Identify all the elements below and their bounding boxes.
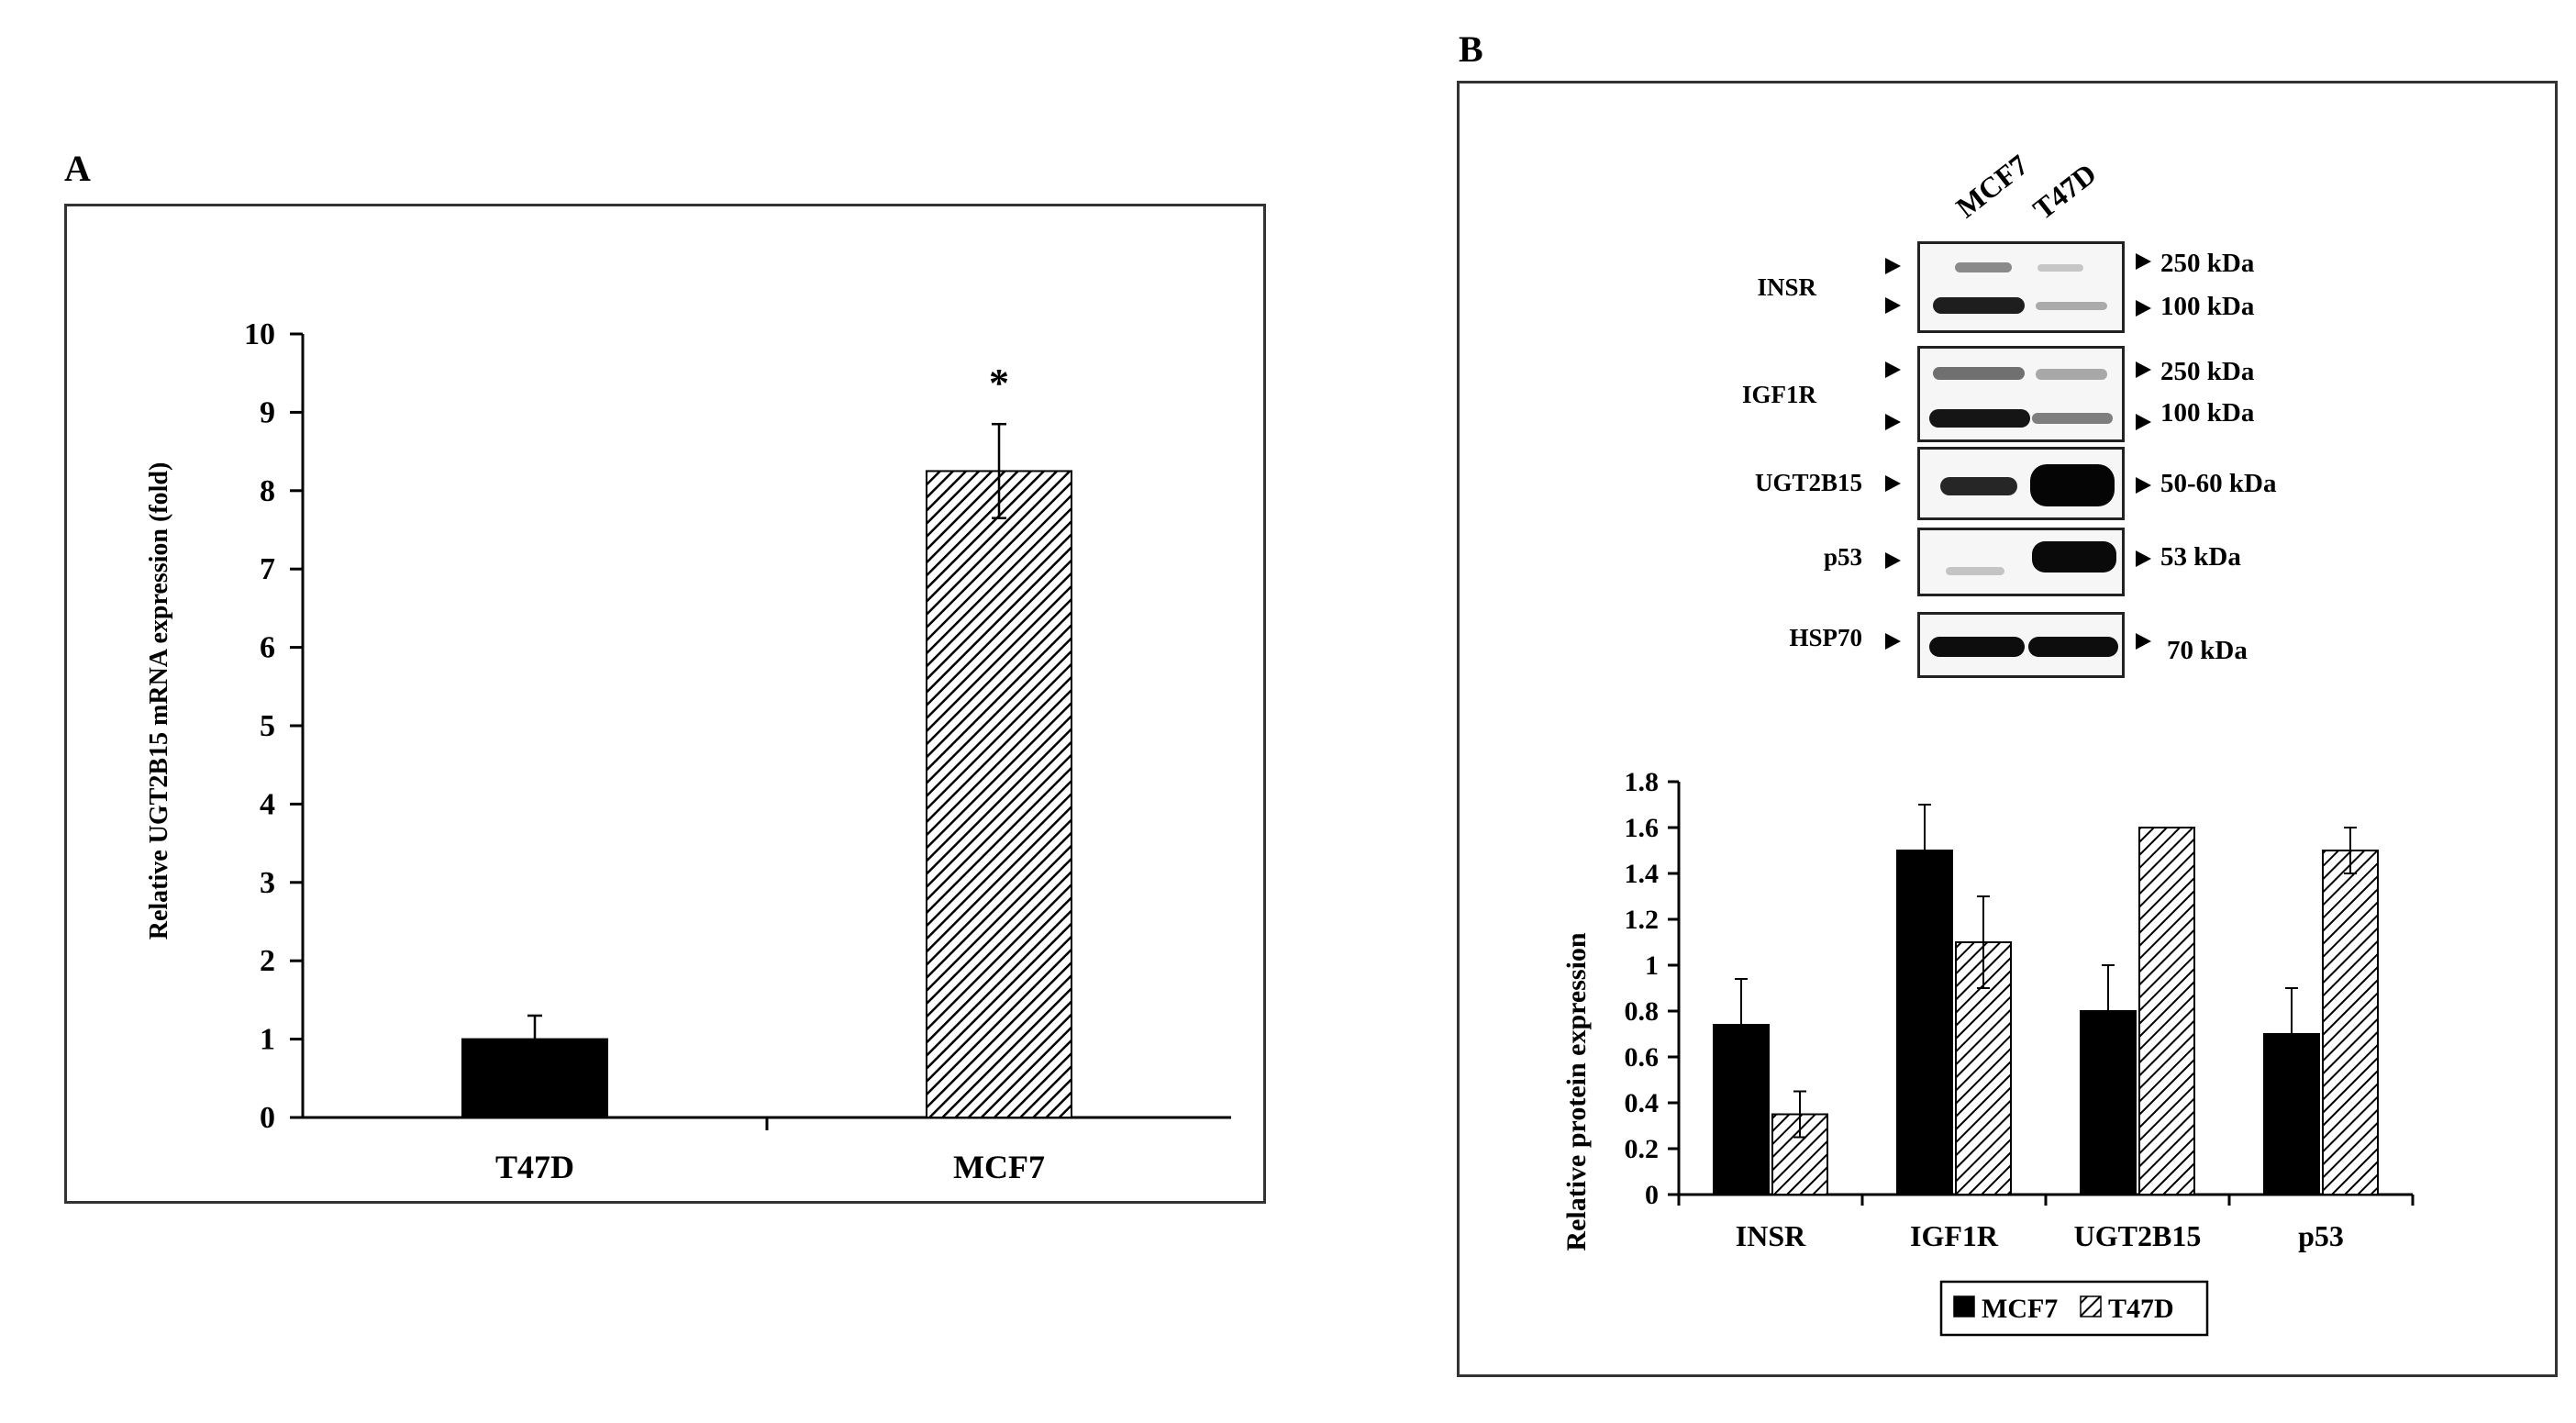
y-tick-label: 0.6 [1625,1042,1660,1073]
bar-t47d [461,1038,608,1118]
arrow-icon [1885,361,1901,378]
y-tick-label: 1.8 [1625,767,1660,797]
protein-expression-chart: Relative protein expression 0 0.2 0.4 0.6 0.… [1561,767,2415,1337]
arrow-icon [2136,253,2151,270]
y-tick-label: 0.2 [1625,1134,1660,1164]
y-tick-label: 0 [1645,1180,1659,1210]
legend-swatch-mcf7 [1953,1295,1975,1317]
arrow-icon [1885,552,1901,569]
wb-row-label-ugt2b15: UGT2B15 [1754,469,1862,496]
wb-row-label-igf1r: IGF1R [1742,381,1816,408]
marker-label: 70 kDa [2167,636,2248,665]
y-tick-label: 1 [1645,951,1659,981]
marker-label: 50-60 kDa [2160,469,2277,498]
wb-strip-ugt2b15 [1917,447,2125,520]
y-tick-label: 8 [260,474,275,508]
bar-mcf7-igf1r [1896,850,1953,1195]
bar-mcf7-insr [1713,1024,1770,1195]
wb-strip-hsp70 [1917,612,2125,678]
arrow-icon [1885,258,1901,274]
x-tick-label: T47D [495,1149,574,1185]
y-axis-label: Relative UGT2B15 mRNA expression (fold) [145,462,173,940]
wb-row-label-hsp70: HSP70 [1789,624,1862,651]
y-tick-label: 0.4 [1625,1088,1660,1118]
marker-label: 100 kDa [2160,292,2255,321]
wb-strip-igf1r [1917,346,2125,442]
y-tick-label: 3 [260,866,275,900]
legend-label-t47d: T47D [2108,1294,2174,1324]
marker-label: 53 kDa [2160,542,2241,572]
arrow-icon [2136,477,2151,494]
arrow-icon [1885,297,1901,314]
y-tick-label: 1 [260,1023,275,1057]
x-tick-label: MCF7 [953,1149,1045,1185]
marker-label: 250 kDa [2160,357,2255,386]
bar-t47d-p53 [2322,850,2379,1195]
y-tick-label: 1.6 [1625,813,1660,843]
y-tick-label: 1.4 [1625,859,1660,889]
arrow-icon [2136,633,2151,650]
significance-marker: * [989,361,1009,406]
arrow-icon [1885,475,1901,492]
y-tick-label: 0.8 [1625,996,1660,1027]
wb-row-label-p53: p53 [1823,543,1862,571]
y-tick-label: 7 [260,552,275,586]
marker-label: 100 kDa [2160,398,2255,428]
arrow-icon [1885,633,1901,650]
y-tick-label: 5 [260,709,275,743]
y-tick-label: 10 [244,317,275,351]
y-tick-label: 6 [260,631,275,665]
wb-strip-p53 [1917,528,2125,596]
y-tick-label: 0 [260,1101,275,1135]
panel-a-letter: A [64,148,91,189]
wb-row-label-insr: INSR [1757,273,1816,301]
y-tick-label: 4 [260,787,275,821]
mrna-expression-chart: Relative UGT2B15 mRNA expression (fold) … [145,317,1231,1185]
y-axis-label: Relative protein expression [1561,932,1592,1251]
bar-mcf7 [926,470,1072,1118]
panel-b-letter: B [1459,28,1483,70]
y-tick-label: 1.2 [1625,905,1660,935]
legend-label-mcf7: MCF7 [1982,1294,2058,1324]
arrow-icon [2136,550,2151,567]
bar-mcf7-ugt2b15 [2080,1010,2137,1195]
x-tick-label: IGF1R [1910,1219,1999,1252]
bar-mcf7-p53 [2263,1033,2320,1195]
arrow-icon [2136,300,2151,317]
arrow-icon [2136,414,2151,430]
arrow-icon [2136,361,2151,378]
bar-t47d-ugt2b15 [2138,827,2195,1195]
arrow-icon [1885,414,1901,430]
y-tick-label: 2 [260,944,275,978]
y-tick-label: 9 [260,395,275,429]
legend-swatch-t47d [2080,1295,2102,1317]
legend-box [1939,1280,2209,1337]
wb-strip-insr [1917,241,2125,333]
x-tick-label: p53 [2298,1219,2344,1252]
marker-label: 250 kDa [2160,249,2255,278]
x-tick-label: INSR [1736,1219,1806,1252]
x-tick-label: UGT2B15 [2074,1219,2202,1252]
